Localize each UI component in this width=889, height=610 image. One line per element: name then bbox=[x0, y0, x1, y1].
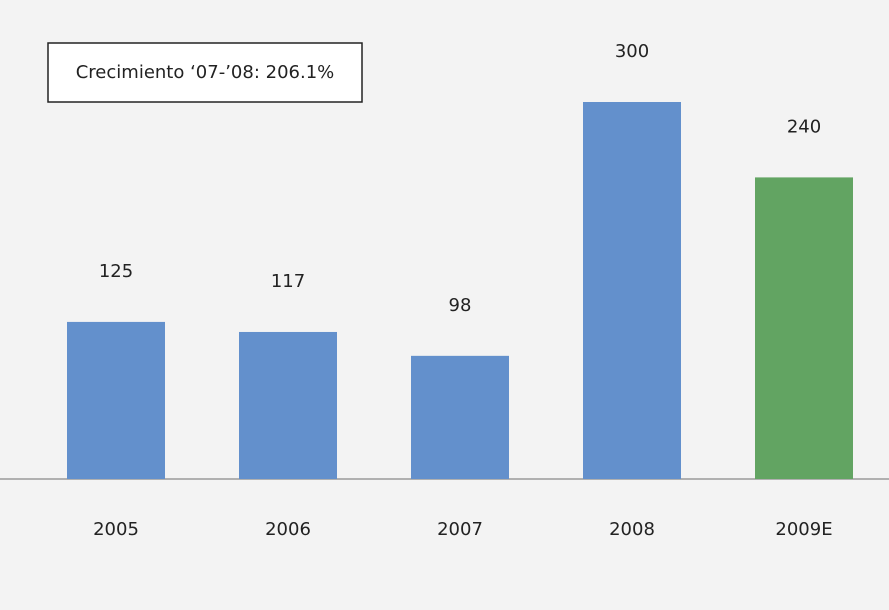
x-tick-label: 2009E bbox=[775, 519, 832, 540]
bar bbox=[67, 321, 165, 479]
bar bbox=[239, 331, 337, 479]
x-tick-label: 2007 bbox=[437, 519, 483, 540]
x-tick-label: 2005 bbox=[93, 519, 139, 540]
x-tick-label: 2006 bbox=[265, 519, 311, 540]
annotation: Crecimiento ‘07-’08: 206.1% bbox=[76, 62, 335, 83]
value-label: 240 bbox=[787, 116, 821, 137]
annotation-box bbox=[47, 42, 363, 103]
bar bbox=[755, 177, 853, 479]
bar bbox=[583, 102, 681, 479]
value-label: 98 bbox=[449, 295, 472, 316]
value-label: 125 bbox=[99, 261, 133, 282]
bar bbox=[411, 355, 509, 479]
value-label: 117 bbox=[271, 271, 305, 292]
value-label: 300 bbox=[615, 41, 649, 62]
x-tick-label: 2008 bbox=[609, 519, 655, 540]
